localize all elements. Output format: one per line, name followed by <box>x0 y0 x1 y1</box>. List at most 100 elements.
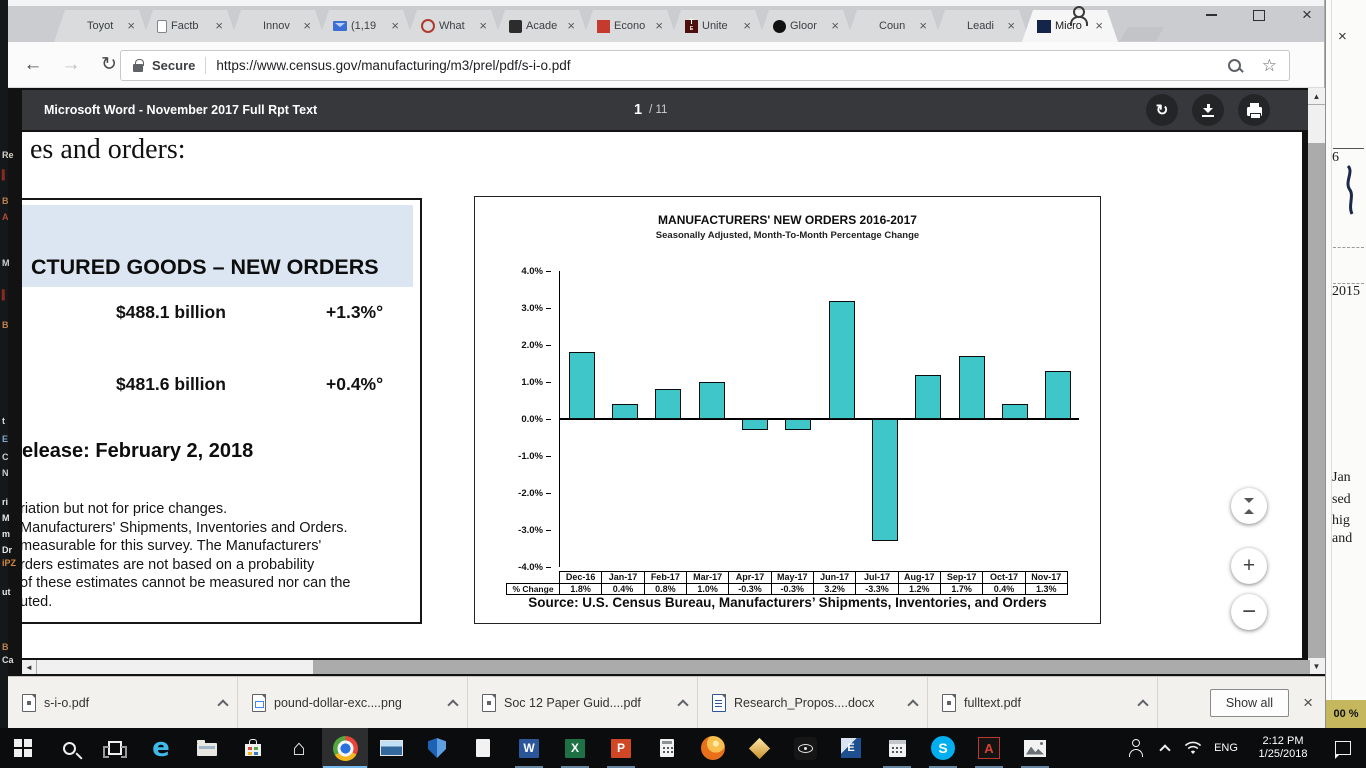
browser-tab[interactable]: Econo × <box>582 10 678 42</box>
bookmark-star-icon[interactable]: ☆ <box>1261 55 1277 75</box>
taskbar-notepad[interactable] <box>460 728 506 768</box>
vertical-scroll-thumb[interactable] <box>1308 105 1325 143</box>
chart-bar-slot <box>820 271 863 567</box>
browser-tab[interactable]: What × <box>406 10 502 42</box>
profile-icon[interactable] <box>1068 5 1088 26</box>
downloads-bar-close-icon[interactable]: × <box>1303 692 1313 712</box>
taskbar-skype[interactable]: S <box>920 728 966 768</box>
download-button[interactable] <box>1192 94 1224 126</box>
paragraph-line: measurable for this survey. The Manufact… <box>22 538 322 555</box>
download-item[interactable]: s-i-o.pdf <box>8 677 238 728</box>
chevron-up-icon[interactable] <box>907 698 919 711</box>
action-center-button[interactable] <box>1322 728 1362 768</box>
fit-page-button[interactable] <box>1231 488 1267 524</box>
tab-close-icon[interactable]: × <box>303 18 311 33</box>
browser-tab[interactable]: Toyot × <box>54 10 150 42</box>
taskbar-store[interactable] <box>230 728 276 768</box>
horizontal-scroll-thumb[interactable] <box>37 660 313 674</box>
chevron-up-icon[interactable] <box>1137 698 1149 711</box>
browser-tab[interactable]: Gloor × <box>758 10 854 42</box>
taskbar-file-explorer[interactable] <box>184 728 230 768</box>
browser-tab[interactable]: Acade × <box>494 10 590 42</box>
taskbar-desktop-preview[interactable] <box>368 728 414 768</box>
taskbar-search-button[interactable] <box>46 728 92 768</box>
tab-close-icon[interactable]: × <box>391 18 399 33</box>
background-close-icon[interactable]: × <box>1338 28 1347 45</box>
address-bar[interactable]: Secure https://www.census.gov/manufactur… <box>120 50 1290 81</box>
taskbar-eye-app[interactable] <box>782 728 828 768</box>
tray-language[interactable]: ENG <box>1208 728 1244 768</box>
taskbar-excel[interactable]: X <box>552 728 598 768</box>
chart-bar-slot <box>733 271 776 567</box>
maximize-button[interactable] <box>1248 5 1270 25</box>
print-button[interactable] <box>1238 94 1270 126</box>
browser-tab[interactable]: Innov × <box>230 10 326 42</box>
scroll-down-arrow[interactable]: ▼ <box>1308 658 1325 674</box>
close-button[interactable]: × <box>1302 5 1312 24</box>
tab-close-icon[interactable]: × <box>919 18 927 33</box>
tab-close-icon[interactable]: × <box>127 18 135 33</box>
chevron-up-icon[interactable] <box>677 698 689 711</box>
tab-close-icon[interactable]: × <box>655 18 663 33</box>
tray-overflow-button[interactable] <box>1152 728 1178 768</box>
chart-bar <box>958 356 985 419</box>
stat-change: +0.4%° <box>326 374 384 394</box>
browser-tab[interactable]: Factb × <box>142 10 238 42</box>
taskbar-acrobat[interactable]: A <box>966 728 1012 768</box>
scroll-up-arrow[interactable]: ▲ <box>1308 88 1325 104</box>
start-button[interactable] <box>0 728 46 768</box>
taskbar-photos[interactable] <box>1012 728 1058 768</box>
zoom-in-button[interactable]: + <box>1231 548 1267 584</box>
forward-button[interactable]: → <box>61 53 81 75</box>
vertical-scrollbar[interactable]: ▲ ▼ <box>1308 88 1325 674</box>
chart-bar <box>871 419 898 542</box>
tab-close-icon[interactable]: × <box>831 18 839 33</box>
minimize-button[interactable] <box>1200 5 1222 25</box>
tab-close-icon[interactable]: × <box>743 18 751 33</box>
taskbar-calendar[interactable] <box>874 728 920 768</box>
taskbar-word[interactable]: W <box>506 728 552 768</box>
background-text-fragment: m <box>2 529 11 539</box>
browser-tab[interactable]: Leadi × <box>934 10 1030 42</box>
tray-network-button[interactable] <box>1178 728 1208 768</box>
new-tab-button[interactable] <box>1119 27 1165 41</box>
tab-close-icon[interactable]: × <box>479 18 487 33</box>
rotate-button[interactable]: ↻ <box>1146 94 1178 126</box>
taskbar-defender[interactable] <box>414 728 460 768</box>
browser-tab[interactable]: Coun × <box>846 10 942 42</box>
taskbar-edge[interactable]: e <box>138 728 184 768</box>
zoom-search-icon[interactable] <box>1226 57 1244 75</box>
taskbar-chrome[interactable] <box>322 728 368 768</box>
tab-close-icon[interactable]: × <box>1007 18 1015 33</box>
download-item[interactable]: fulltext.pdf <box>928 677 1158 728</box>
tab-close-icon[interactable]: × <box>1095 18 1103 33</box>
download-item[interactable]: pound-dollar-exc....png <box>238 677 468 728</box>
chevron-up-icon[interactable] <box>447 698 459 711</box>
paragraph-line: of these estimates cannot be measured no… <box>22 575 351 592</box>
show-all-button[interactable]: Show all <box>1209 688 1290 717</box>
tray-people-button[interactable] <box>1120 728 1152 768</box>
back-button[interactable]: ← <box>23 53 43 75</box>
taskbar-home-app[interactable]: ⌂ <box>276 728 322 768</box>
tab-close-icon[interactable]: × <box>215 18 223 33</box>
browser-tab[interactable]: Unite × <box>670 10 766 42</box>
tab-close-icon[interactable]: × <box>567 18 575 33</box>
task-view-button[interactable] <box>92 728 138 768</box>
download-item[interactable]: Research_Propos....docx <box>698 677 928 728</box>
scroll-left-arrow[interactable]: ◄ <box>22 660 36 674</box>
browser-tab[interactable]: Micro × <box>1022 10 1118 42</box>
tray-clock[interactable]: 2:12 PM 1/25/2018 <box>1244 728 1322 768</box>
taskbar-amber-app[interactable] <box>736 728 782 768</box>
taskbar-firefox[interactable] <box>690 728 736 768</box>
download-item[interactable]: Soc 12 Paper Guid....pdf <box>468 677 698 728</box>
chevron-up-icon[interactable] <box>217 698 229 711</box>
lock-icon[interactable] <box>133 58 144 72</box>
url-text[interactable]: https://www.census.gov/manufacturing/m3/… <box>216 58 571 73</box>
horizontal-scrollbar[interactable]: ◄ <box>22 660 1310 674</box>
taskbar-calculator[interactable] <box>644 728 690 768</box>
zoom-out-button[interactable]: − <box>1231 594 1267 630</box>
reload-button[interactable]: ↻ <box>101 54 117 75</box>
taskbar-e-app[interactable]: E <box>828 728 874 768</box>
taskbar-powerpoint[interactable]: P <box>598 728 644 768</box>
browser-tab[interactable]: (1,19 × <box>318 10 414 42</box>
